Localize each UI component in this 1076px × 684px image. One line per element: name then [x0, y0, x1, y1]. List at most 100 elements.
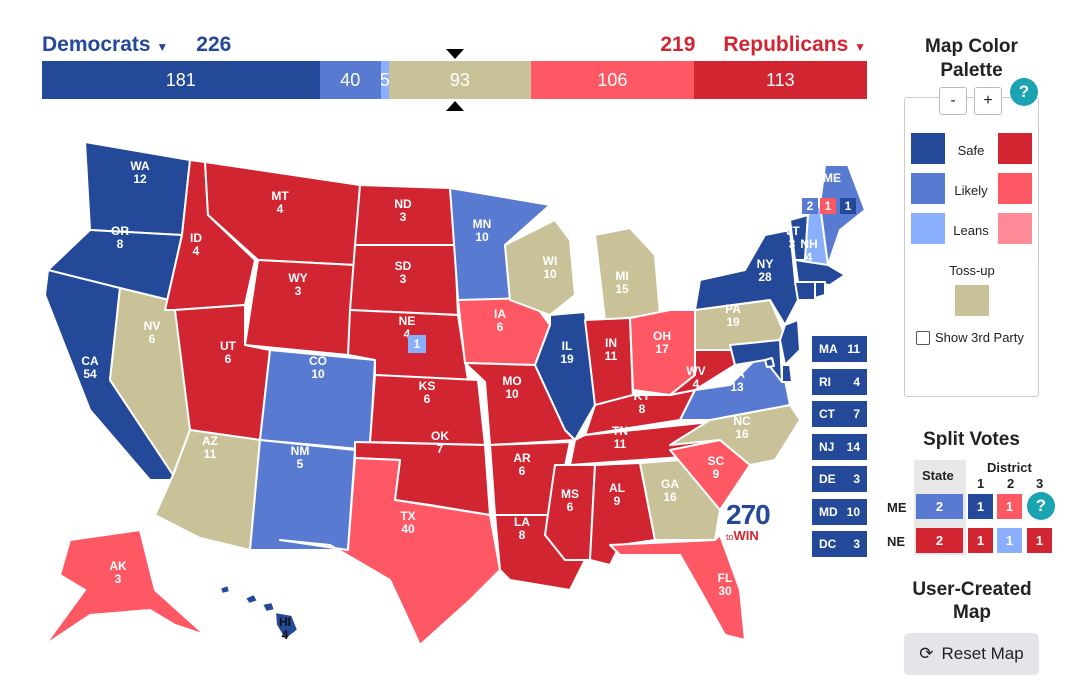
state-ev-ks: 6: [424, 392, 431, 406]
state-tx[interactable]: [279, 457, 501, 646]
state-label-in: IN: [605, 336, 617, 350]
state-label-ca: CA: [81, 354, 99, 368]
swatch-leans-r[interactable]: [998, 213, 1032, 244]
state-label-sd: SD: [395, 259, 412, 273]
democrats-dropdown[interactable]: Democrats ▼: [42, 33, 169, 56]
state-label-nm: NM: [291, 444, 310, 458]
state-ev-ut: 6: [225, 352, 232, 366]
state-ev-ky: 8: [639, 402, 646, 416]
me-district-1-votes[interactable]: 1: [968, 494, 993, 519]
state-label-mt: MT: [271, 189, 289, 203]
me-district-2-votes[interactable]: 1: [997, 494, 1022, 519]
state-label-hi: HI: [279, 615, 291, 629]
zoom-out-button[interactable]: -: [939, 87, 967, 115]
small-state-dc[interactable]: DC 3: [812, 531, 867, 557]
third-party-toggle[interactable]: Show 3rd Party: [916, 330, 1024, 345]
swatch-tossup[interactable]: [955, 285, 989, 316]
swatch-likely-r[interactable]: [998, 173, 1032, 204]
me-district-1-box[interactable]: [840, 198, 856, 214]
republicans-dropdown[interactable]: Republicans ▼: [723, 33, 866, 56]
state-ev-hi: 4: [282, 628, 289, 642]
state-ev-sd: 3: [400, 272, 407, 286]
me-statewide-box[interactable]: [802, 198, 818, 214]
state-ev-ca: 54: [83, 367, 97, 381]
state-label-nh: NH: [800, 237, 817, 251]
zoom-in-button[interactable]: +: [974, 87, 1002, 115]
small-state-de[interactable]: DE 3: [812, 466, 867, 492]
district-1-header: 1: [977, 476, 985, 491]
state-ma[interactable]: [794, 259, 846, 286]
small-state-ri[interactable]: RI 4: [812, 368, 867, 395]
democrats-header: Democrats ▼ 226: [42, 33, 231, 57]
state-wi[interactable]: [504, 219, 576, 316]
state-hi[interactable]: [219, 584, 299, 641]
small-state-abbr: RI: [819, 374, 831, 389]
state-label-az: AZ: [202, 434, 218, 448]
state-ak[interactable]: [44, 529, 206, 646]
state-dc[interactable]: [764, 357, 775, 368]
bar-segment-5: 113: [693, 61, 867, 99]
small-state-ct[interactable]: CT 7: [812, 401, 867, 427]
state-ms[interactable]: [544, 464, 596, 561]
split-votes-help-icon[interactable]: ?: [1027, 492, 1055, 520]
district-column-header: District: [987, 460, 1032, 475]
caret-down-icon: ▼: [156, 40, 169, 54]
state-label-ar: AR: [513, 451, 531, 465]
me-district-1-ev: 1: [845, 199, 852, 213]
swatch-likely-d[interactable]: [911, 173, 945, 204]
state-ny[interactable]: [694, 229, 799, 326]
state-label-fl: FL: [718, 571, 733, 585]
state-mi[interactable]: [594, 227, 661, 321]
palette-help-icon[interactable]: ?: [1010, 78, 1038, 106]
state-ev-al: 9: [614, 494, 621, 508]
state-label-wi: WI: [543, 254, 558, 268]
state-me[interactable]: [819, 164, 866, 266]
ne-district-3-votes[interactable]: 1: [1027, 528, 1052, 553]
small-state-ma[interactable]: MA 11: [812, 336, 867, 362]
ne-state-votes[interactable]: 2: [916, 528, 963, 553]
swatch-safe-r[interactable]: [998, 133, 1032, 164]
ne-district-2-votes[interactable]: 1: [997, 528, 1022, 553]
state-ev-la: 8: [519, 528, 526, 542]
electoral-vote-bar: 181 40 5 93 106 113: [42, 61, 867, 99]
state-column-header: State: [922, 468, 954, 483]
state-ga[interactable]: [639, 459, 721, 541]
state-de[interactable]: [781, 364, 793, 383]
state-nj[interactable]: [779, 319, 801, 366]
small-state-ev: 14: [846, 439, 860, 454]
small-state-ev: 4: [853, 374, 860, 389]
swatch-leans-d[interactable]: [911, 213, 945, 244]
me-state-votes[interactable]: 2: [916, 494, 963, 519]
state-ev-ne: 4: [404, 327, 411, 341]
state-fl[interactable]: [609, 534, 746, 641]
small-state-nj[interactable]: NJ 14: [812, 433, 867, 460]
state-ri[interactable]: [814, 281, 826, 299]
third-party-checkbox[interactable]: [916, 330, 930, 345]
state-ev-az: 11: [204, 447, 217, 461]
reset-map-button[interactable]: ⟳ Reset Map: [904, 633, 1039, 675]
small-state-ev: 3: [853, 537, 860, 551]
me-district-2-box[interactable]: [820, 198, 836, 214]
small-state-ev: 3: [853, 472, 860, 486]
ne-district-1-votes[interactable]: 1: [968, 528, 993, 553]
state-label-nc: NC: [733, 414, 751, 428]
ne-district-2-box[interactable]: [408, 335, 426, 353]
small-state-abbr: NJ: [819, 439, 835, 454]
me-district-2-ev: 1: [825, 199, 832, 213]
state-label-vt: VT: [784, 224, 800, 238]
state-md[interactable]: [729, 339, 783, 383]
state-ev-ia: 6: [497, 320, 504, 334]
user-map-title: User-Created Map: [912, 579, 1032, 623]
small-state-ev: 10: [846, 504, 860, 519]
state-label-mi: MI: [615, 269, 628, 283]
state-ev-ga: 16: [663, 490, 677, 504]
state-label-ks: KS: [419, 379, 436, 393]
small-state-abbr: DE: [819, 472, 836, 486]
swatch-safe-d[interactable]: [911, 133, 945, 164]
small-state-md[interactable]: MD 10: [812, 498, 867, 525]
state-label-ok: OK: [431, 429, 449, 443]
state-ct[interactable]: [794, 281, 816, 301]
bar-segment-0: 181: [42, 61, 320, 99]
state-ev-mo: 10: [505, 387, 519, 401]
state-wa[interactable]: [84, 141, 191, 236]
